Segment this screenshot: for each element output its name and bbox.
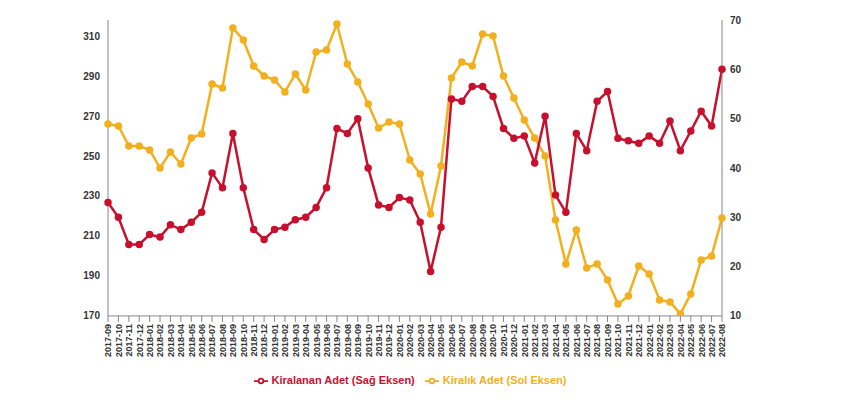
svg-text:2021-04: 2021-04 (551, 324, 561, 357)
svg-text:2020-03: 2020-03 (416, 324, 426, 357)
svg-text:2021-09: 2021-09 (603, 324, 613, 357)
svg-text:2019-04: 2019-04 (301, 324, 311, 357)
svg-text:2021-02: 2021-02 (530, 324, 540, 357)
svg-text:2019-10: 2019-10 (364, 324, 374, 357)
svg-text:2018-11: 2018-11 (249, 324, 259, 357)
svg-text:2018-07: 2018-07 (207, 324, 217, 357)
svg-text:2020-07: 2020-07 (457, 324, 467, 357)
svg-text:2019-07: 2019-07 (332, 324, 342, 357)
svg-text:230: 230 (83, 190, 100, 201)
svg-text:2022-05: 2022-05 (686, 324, 696, 357)
svg-text:2018-12: 2018-12 (259, 324, 269, 357)
svg-text:2020-09: 2020-09 (478, 324, 488, 357)
svg-text:2021-07: 2021-07 (582, 324, 592, 357)
svg-text:2022-08: 2022-08 (717, 324, 727, 357)
svg-text:2017-09: 2017-09 (103, 324, 113, 357)
svg-text:2020-01: 2020-01 (395, 324, 405, 357)
svg-text:2020-04: 2020-04 (426, 324, 436, 357)
svg-text:250: 250 (83, 151, 100, 162)
svg-text:2019-03: 2019-03 (291, 324, 301, 357)
svg-text:290: 290 (83, 71, 100, 82)
svg-text:2020-10: 2020-10 (488, 324, 498, 357)
svg-text:2019-11: 2019-11 (374, 324, 384, 357)
html-text:Kiralanan Adet (Sağ Eksen): Kiralanan Adet (Sağ Eksen) (271, 373, 415, 386)
svg-text:70: 70 (730, 15, 742, 26)
svg-text:2018-01: 2018-01 (145, 324, 155, 357)
svg-text:2019-12: 2019-12 (384, 324, 394, 357)
svg-text:210: 210 (83, 230, 100, 241)
svg-text:2018-04: 2018-04 (176, 324, 186, 357)
svg-text:2022-03: 2022-03 (665, 324, 675, 357)
svg-text:50: 50 (730, 113, 742, 124)
html-text:Kiralık Adet (Sol Eksen): Kiralık Adet (Sol Eksen) (442, 373, 567, 386)
svg-text:2019-05: 2019-05 (312, 324, 322, 357)
svg-text:2021-03: 2021-03 (540, 324, 550, 357)
svg-text:2021-05: 2021-05 (561, 324, 571, 357)
svg-text:2017-10: 2017-10 (114, 324, 124, 357)
svg-text:2022-07: 2022-07 (707, 324, 717, 357)
svg-text:2018-03: 2018-03 (166, 324, 176, 357)
svg-text:2018-05: 2018-05 (187, 324, 197, 357)
svg-text:2017-11: 2017-11 (124, 324, 134, 357)
svg-text:2022-06: 2022-06 (697, 324, 707, 357)
svg-text:2018-08: 2018-08 (218, 324, 228, 357)
svg-text:2020-11: 2020-11 (499, 324, 509, 357)
svg-text:2018-02: 2018-02 (155, 324, 165, 357)
svg-text:2019-08: 2019-08 (343, 324, 353, 357)
svg-text:310: 310 (83, 31, 100, 42)
svg-text:20: 20 (730, 261, 742, 272)
svg-text:2019-09: 2019-09 (353, 324, 363, 357)
svg-text:2020-08: 2020-08 (468, 324, 478, 357)
svg-text:30: 30 (730, 212, 742, 223)
svg-text:2021-12: 2021-12 (634, 324, 644, 357)
svg-text:2021-10: 2021-10 (613, 324, 623, 357)
svg-text:2019-01: 2019-01 (270, 324, 280, 357)
svg-text:190: 190 (83, 270, 100, 281)
svg-text:2020-05: 2020-05 (436, 324, 446, 357)
svg-text:60: 60 (730, 64, 742, 75)
svg-text:2017-12: 2017-12 (135, 324, 145, 357)
svg-text:170: 170 (83, 310, 100, 321)
svg-text:2022-04: 2022-04 (676, 324, 686, 357)
svg-text:10: 10 (730, 310, 742, 321)
svg-text:40: 40 (730, 163, 742, 174)
svg-text:2018-10: 2018-10 (239, 324, 249, 357)
svg-text:2022-01: 2022-01 (645, 324, 655, 357)
svg-text:2022-02: 2022-02 (655, 324, 665, 357)
svg-text:2021-08: 2021-08 (593, 324, 603, 357)
svg-text:270: 270 (83, 111, 100, 122)
svg-text:2019-06: 2019-06 (322, 324, 332, 357)
svg-text:2020-02: 2020-02 (405, 324, 415, 357)
svg-text:2018-06: 2018-06 (197, 324, 207, 357)
svg-text:2021-01: 2021-01 (520, 324, 530, 357)
svg-text:2020-06: 2020-06 (447, 324, 457, 357)
svg-text:2021-11: 2021-11 (624, 324, 634, 357)
svg-text:2020-12: 2020-12 (509, 324, 519, 357)
svg-text:2021-06: 2021-06 (572, 324, 582, 357)
svg-text:2018-09: 2018-09 (228, 324, 238, 357)
svg-text:2019-02: 2019-02 (280, 324, 290, 357)
